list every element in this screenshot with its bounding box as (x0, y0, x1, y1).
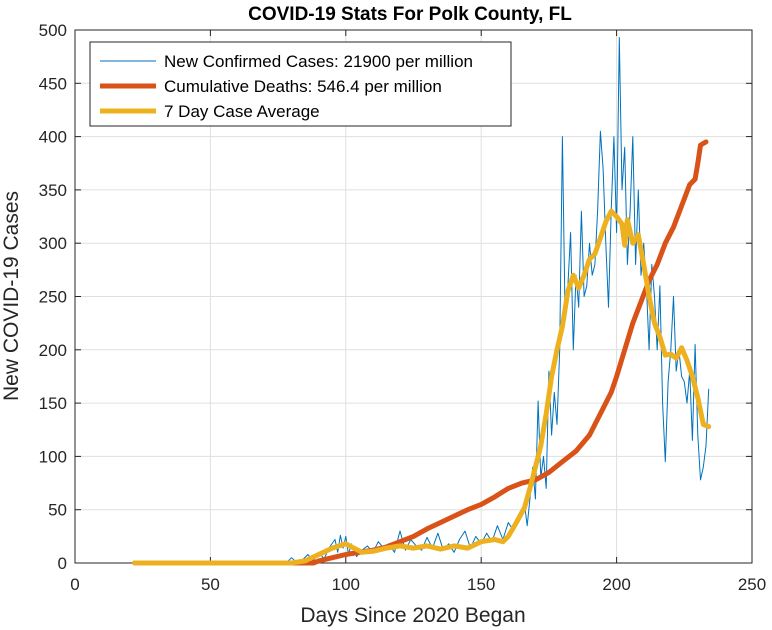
x-tick-label: 250 (738, 575, 766, 594)
y-tick-label: 100 (39, 447, 67, 466)
y-axis-label: New COVID-19 Cases (0, 191, 23, 401)
x-tick-label: 50 (201, 575, 220, 594)
y-tick-label: 250 (39, 288, 67, 307)
x-tick-label: 100 (332, 575, 360, 594)
axis-ticks: 0 50 100 150 200 250 0 50 100 150 200 250 300 350 400 4… (39, 21, 767, 594)
y-tick-label: 350 (39, 181, 67, 200)
y-tick-label: 400 (39, 128, 67, 147)
chart-title: COVID-19 Stats For Polk County, FL (248, 4, 572, 25)
series-lines (132, 37, 712, 566)
series-line-1 (132, 139, 709, 566)
legend-label-1: Cumulative Deaths: 546.4 per million (164, 77, 442, 96)
y-tick-label: 0 (58, 554, 67, 573)
legend-box (89, 41, 512, 127)
legend: New Confirmed Cases: 21900 per million Cu… (89, 41, 512, 127)
y-tick-label: 300 (39, 234, 67, 253)
legend-label-0: New Confirmed Cases: 21900 per million (164, 52, 473, 71)
y-tick-label: 450 (39, 74, 67, 93)
y-tick-label: 500 (39, 21, 67, 40)
series-line-2 (132, 208, 712, 566)
x-axis-label: Days Since 2020 Began (300, 604, 525, 627)
y-tick-label: 200 (39, 341, 67, 360)
x-tick-label: 150 (467, 575, 495, 594)
legend-label-2: 7 Day Case Average (164, 102, 320, 121)
x-tick-label: 200 (602, 575, 630, 594)
y-tick-label: 150 (39, 394, 67, 413)
x-tick-label: 0 (70, 575, 79, 594)
y-tick-label: 50 (48, 501, 67, 520)
